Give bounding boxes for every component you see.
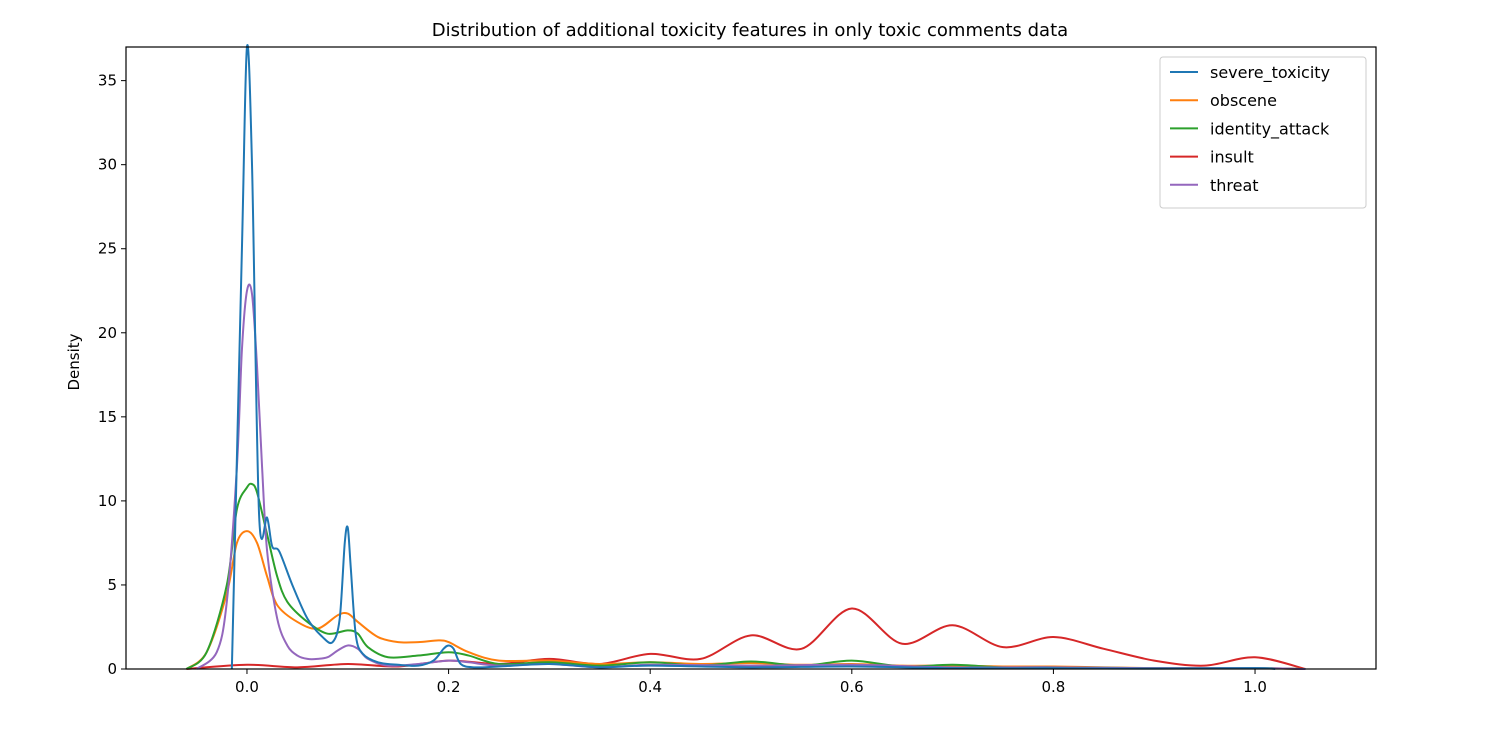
legend-box — [1159, 56, 1367, 209]
legend-label: threat — [1210, 176, 1259, 195]
legend-label: obscene — [1210, 91, 1277, 110]
series-lines — [185, 44, 1306, 670]
y-tick-label: 30 — [98, 156, 117, 174]
y-tick-label: 35 — [98, 72, 117, 90]
legend-label: severe_toxicity — [1210, 63, 1330, 83]
y-tick-label: 10 — [98, 492, 117, 510]
series-line-threat — [195, 283, 1306, 670]
x-tick-label: 0.6 — [840, 678, 864, 696]
y-axis-title: Density — [65, 333, 83, 390]
series-line-identity-attack — [185, 482, 1306, 670]
axes: 0.0 0.2 0.4 0.6 0.8 1.0 0 5 10 15 20 25 30 35 — [98, 46, 1377, 696]
series-line-obscene — [185, 530, 1306, 670]
chart-title: Distribution of additional toxicity feat… — [432, 20, 1068, 41]
x-tick-label: 1.0 — [1243, 678, 1267, 696]
y-tick-label: 20 — [98, 324, 117, 342]
x-tick-label: 0.4 — [638, 678, 662, 696]
y-tick-label: 5 — [107, 576, 117, 594]
series-line-severe-toxicity — [230, 44, 1276, 670]
x-tick-label: 0.2 — [437, 678, 461, 696]
x-tick-label: 0.8 — [1041, 678, 1065, 696]
legend-label: identity_attack — [1210, 119, 1330, 139]
plot-frame — [125, 46, 1377, 670]
y-tick-label: 25 — [98, 240, 117, 258]
y-tick-label: 0 — [107, 660, 117, 678]
x-tick-label: 0.0 — [235, 678, 259, 696]
legend-label: insult — [1210, 148, 1254, 167]
y-tick-label: 15 — [98, 408, 117, 426]
